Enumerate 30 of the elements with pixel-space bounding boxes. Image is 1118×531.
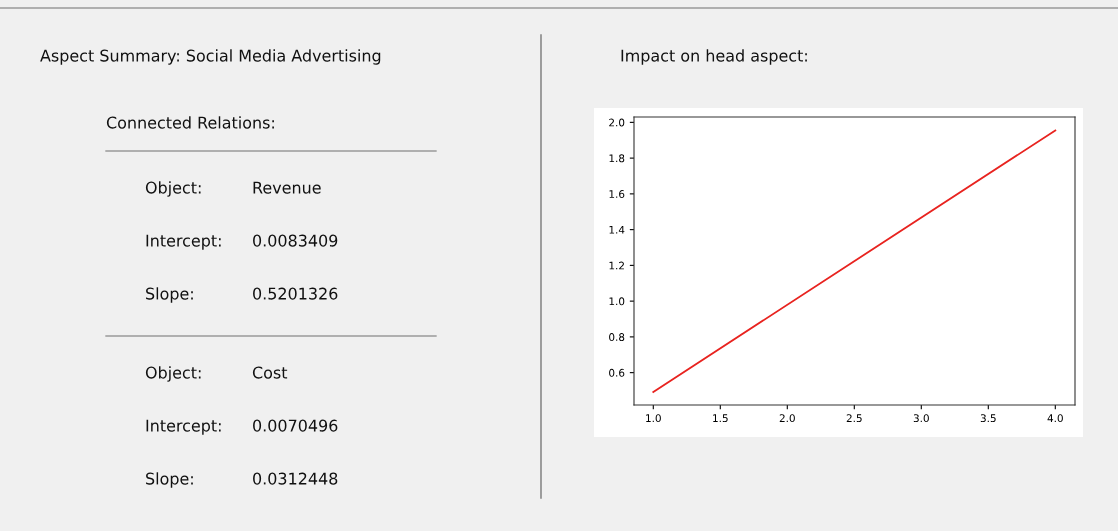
text: Object: — [145, 366, 201, 382]
text: 0.0070496 — [253, 419, 338, 432]
y-tick-label: 2.0 — [609, 118, 625, 127]
y-tick-label: 1.4 — [609, 225, 625, 234]
x-tick-label: 2.0 — [779, 414, 795, 423]
y-tick-label: 0.8 — [609, 333, 625, 341]
x-tick-label: 3.0 — [913, 414, 929, 423]
text: 0.0083409 — [253, 234, 338, 247]
text: Cost — [252, 366, 288, 379]
text: 0.5201326 — [253, 287, 338, 300]
text: Connected Relations: — [106, 116, 274, 129]
text: Intercept: — [146, 419, 221, 435]
text: Slope: — [146, 472, 193, 488]
text: Slope: — [146, 287, 193, 303]
y-tick-label: 0.6 — [609, 368, 625, 377]
y-tick-label: 1.0 — [609, 297, 625, 306]
y-tick-label: 1.2 — [609, 261, 624, 270]
text: Intercept: — [146, 234, 221, 250]
x-tick-label: 3.5 — [980, 414, 996, 423]
x-tick-label: 1.5 — [713, 414, 728, 423]
text: 0.0312448 — [253, 472, 338, 485]
x-tick-label: 2.5 — [846, 414, 862, 423]
y-tick-label: 1.8 — [609, 154, 625, 163]
text: Revenue — [253, 181, 321, 194]
x-tick-label: 4.0 — [1047, 414, 1063, 423]
x-tick-label: 1.0 — [646, 414, 661, 423]
y-tick-label: 1.6 — [609, 190, 625, 198]
text: Object: — [145, 181, 201, 197]
chart-title: Impact on head aspect: — [621, 49, 807, 65]
text: Aspect Summary: Social Media Advertising — [40, 49, 381, 65]
